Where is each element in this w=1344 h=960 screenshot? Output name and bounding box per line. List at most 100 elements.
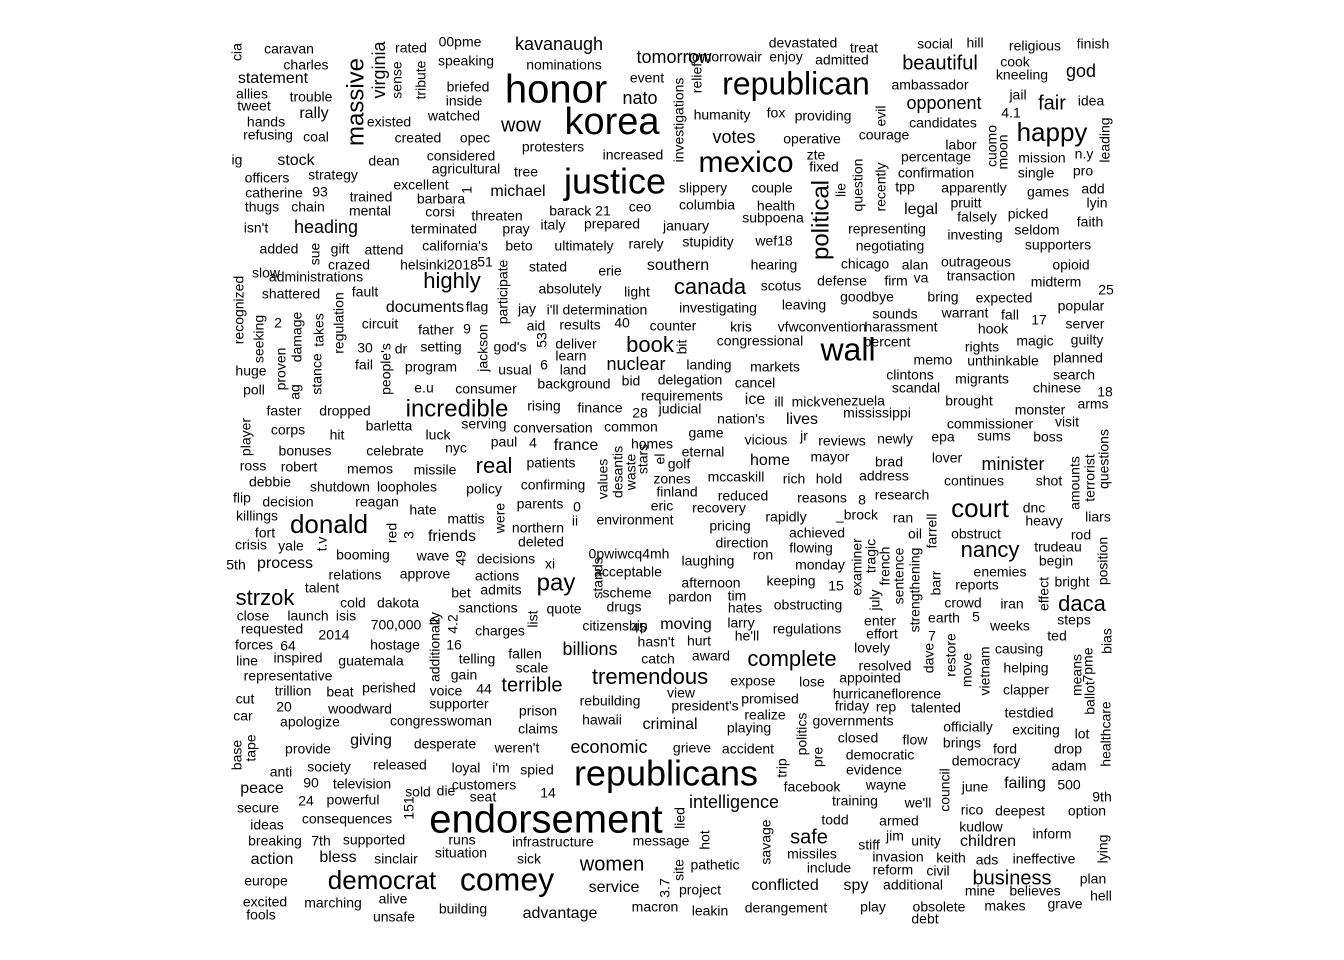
small-word-61: line: [236, 653, 258, 669]
small-word-240: prepared: [584, 216, 640, 232]
small-word-16: isn't: [244, 220, 269, 236]
small-word-451: ran: [893, 510, 913, 526]
small-word-183: bet: [451, 585, 471, 601]
small-word-229: event: [630, 70, 664, 86]
small-word-265: mayor: [811, 449, 850, 465]
small-word-419: labor: [945, 137, 976, 153]
small-word-211: 14: [540, 785, 556, 801]
small-word-304: hurricaneflorence: [833, 686, 941, 702]
small-word-120: helsinki2018: [400, 257, 478, 273]
word-19: pay: [537, 569, 576, 596]
word-82: legal: [904, 201, 938, 218]
small-word-4: trouble: [290, 89, 333, 105]
small-word-36: celebrate: [366, 443, 424, 459]
word-16: canada: [674, 274, 747, 299]
small-word-320: stiff: [858, 837, 880, 853]
small-word-314: training: [832, 793, 878, 809]
small-word-12: catherine: [245, 185, 303, 201]
small-word-317: todd: [821, 812, 848, 828]
vertical-word-33: were: [492, 503, 508, 535]
small-word-8: ig: [232, 152, 243, 168]
small-word-250: vfwconvention: [778, 319, 867, 335]
small-word-197: supporter: [429, 696, 488, 712]
small-word-45: yale: [278, 538, 304, 554]
small-word-60: hostage: [370, 637, 420, 653]
small-word-70: 20: [276, 699, 292, 715]
small-word-177: wave: [416, 548, 450, 564]
small-word-329: obsolete: [913, 899, 966, 915]
small-word-227: fox: [767, 105, 786, 121]
small-word-86: supported: [343, 832, 405, 848]
word-85: defense: [817, 273, 867, 289]
word-53: statement: [238, 70, 309, 87]
small-word-293: hurt: [687, 633, 711, 649]
small-word-98: briefed: [447, 79, 490, 95]
small-word-321: missiles: [787, 846, 837, 862]
small-word-318: jim: [885, 828, 904, 844]
small-word-203: weren't: [494, 740, 540, 756]
small-word-50: cold: [340, 595, 366, 611]
small-word-294: he'll: [735, 628, 759, 644]
small-word-438: va: [914, 270, 929, 286]
small-word-57: 700,000: [371, 617, 422, 633]
word-26: women: [579, 853, 644, 875]
small-word-48: talent: [305, 580, 339, 596]
word-10: democrat: [328, 865, 437, 895]
word-75: drugs: [606, 599, 641, 615]
small-word-285: pardon: [668, 589, 712, 605]
small-word-233: fixed: [809, 159, 839, 175]
small-word-382: migrants: [955, 371, 1009, 387]
small-word-226: humanity: [694, 107, 751, 123]
small-word-2: allies: [236, 86, 268, 102]
small-word-101: existed: [367, 114, 411, 130]
small-word-143: e.u: [414, 380, 433, 396]
small-word-247: scotus: [761, 278, 801, 294]
small-word-104: considered: [427, 148, 496, 164]
small-word-21: administrations: [269, 269, 363, 285]
small-word-116: italy: [541, 217, 566, 233]
word-76: moving: [660, 616, 712, 633]
small-word-159: missile: [414, 462, 457, 478]
vertical-word-3: 1: [459, 186, 475, 194]
small-word-341: deepest: [995, 803, 1045, 819]
word-13: incredible: [406, 395, 509, 422]
small-word-423: jail: [1008, 87, 1026, 103]
small-word-225: treat: [850, 40, 878, 56]
small-word-29: huge: [235, 363, 266, 379]
small-word-337: ads: [976, 852, 999, 868]
vertical-word-21: lie: [833, 183, 849, 197]
small-word-295: award: [692, 648, 730, 664]
vertical-word-70: lied: [672, 807, 688, 829]
small-word-137: deliver: [555, 336, 597, 352]
small-word-316: armed: [879, 813, 919, 829]
small-word-179: 0pwiwcq4mh: [589, 546, 670, 562]
small-word-228: providing: [795, 108, 852, 124]
small-word-223: devastated: [769, 35, 838, 51]
small-word-13: 93: [312, 184, 328, 200]
small-word-370: liars: [1085, 509, 1111, 525]
small-word-19: attend: [365, 242, 404, 258]
small-word-430: religious: [1009, 38, 1061, 54]
vertical-word-16: 53: [534, 332, 550, 348]
small-word-77: 90: [303, 775, 319, 791]
small-word-241: january: [662, 218, 709, 234]
small-word-142: land: [560, 362, 586, 378]
small-word-161: golf: [668, 456, 691, 472]
small-word-189: 16: [446, 637, 462, 653]
small-word-384: search: [1053, 367, 1095, 383]
vertical-word-53: move: [959, 653, 975, 687]
small-word-168: 0: [573, 499, 581, 515]
small-word-71: woodward: [327, 701, 392, 717]
vertical-word-23: recently: [873, 162, 889, 211]
word-33: fair: [1038, 92, 1066, 114]
small-word-96: speaking: [438, 53, 494, 69]
small-word-52: close: [237, 608, 270, 624]
small-word-107: tree: [514, 164, 538, 180]
word-6: wall: [819, 331, 875, 367]
small-word-157: 4: [529, 435, 537, 451]
word-39: tomorrow: [636, 47, 712, 67]
small-word-110: trained: [350, 189, 393, 205]
small-word-260: nation's: [717, 411, 765, 427]
small-word-9: dean: [368, 153, 399, 169]
